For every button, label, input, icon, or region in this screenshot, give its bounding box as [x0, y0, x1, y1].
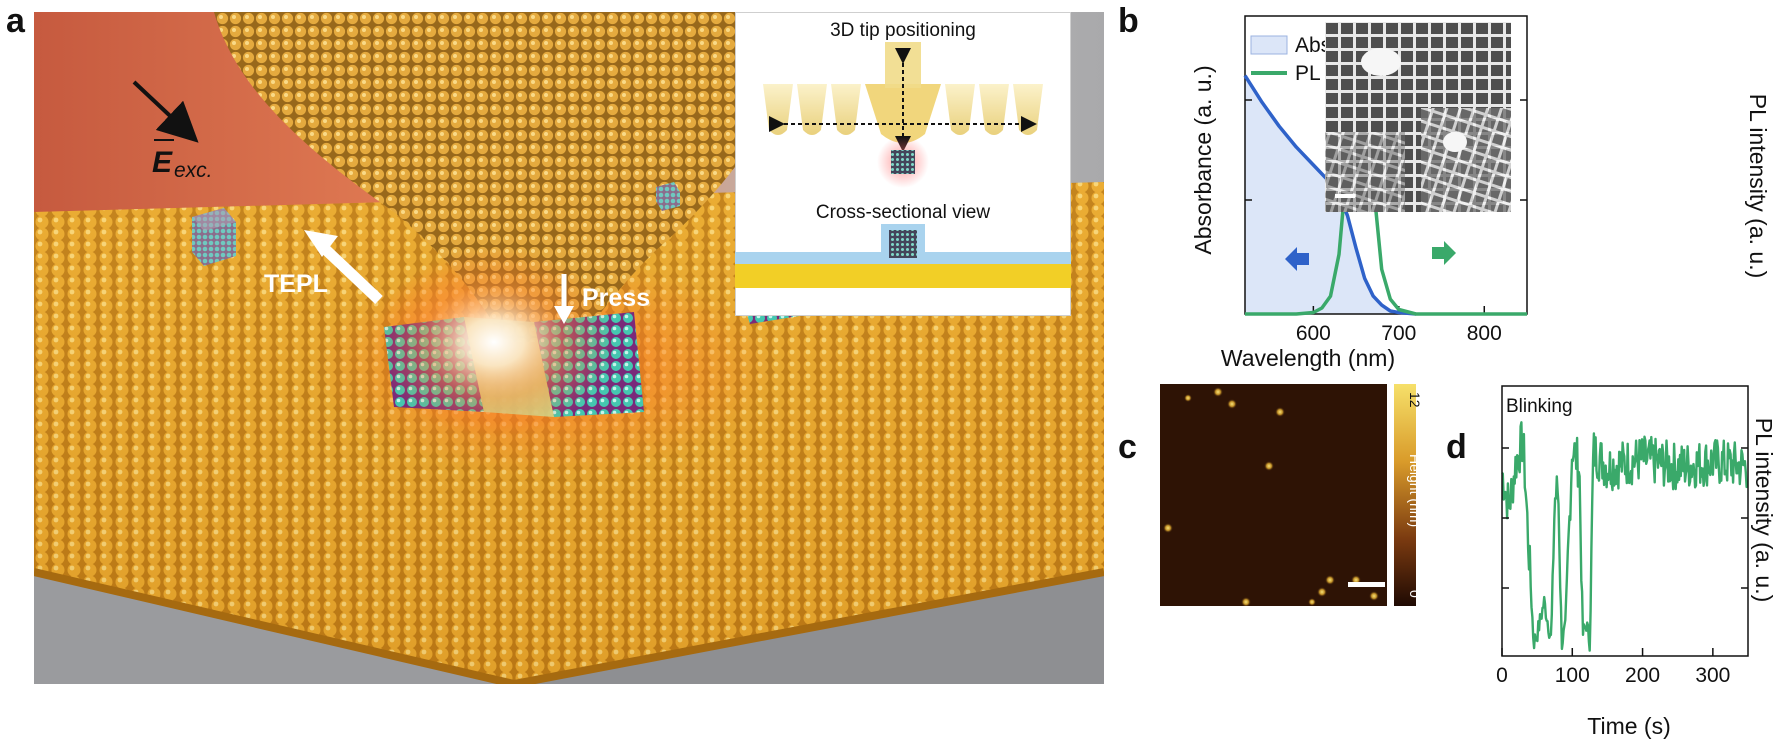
panel-letter-c: c [1118, 428, 1137, 466]
absorption-line [1243, 74, 1417, 316]
d-axes-frame [1501, 385, 1749, 657]
pl-axis-arrow-icon [1432, 241, 1456, 265]
panel-d-chart: 0 100 200 300 Blinking Time (s) PL intensit… [1496, 385, 1776, 739]
panel-letter-a: a [6, 2, 25, 40]
d-ylabel: PL intensity (a. u.) [1751, 418, 1776, 603]
b-xtick-label-600: 600 [1296, 322, 1331, 345]
b-xtick-label-800: 800 [1467, 322, 1502, 345]
press-arrow [554, 274, 574, 324]
field-label: E [152, 146, 173, 179]
tepl-arrow [304, 230, 383, 304]
d-xtick-label-200: 200 [1625, 664, 1660, 687]
absorbance-axis-arrow-icon [1285, 247, 1309, 271]
b-xtick-label-700: 700 [1381, 322, 1416, 345]
legend-swatch-absorption [1250, 35, 1288, 55]
panel-c-colorbar: 12 Height (nm) 0 [1394, 384, 1423, 606]
b-axes-frame [1244, 15, 1528, 315]
blinking-trace [1501, 421, 1749, 652]
b-ylabel-left: Absorbance (a. u.) [1190, 65, 1216, 254]
colorbar-max: 12 [1407, 392, 1423, 408]
tepl-label: TEPL [264, 270, 328, 298]
d-xtick-label-100: 100 [1555, 664, 1590, 687]
panel-b-tem-image [1325, 22, 1511, 212]
d-xlabel: Time (s) [1587, 713, 1670, 739]
field-subscript: exc. [174, 159, 213, 182]
panel-c-afm [1160, 384, 1330, 606]
inset-title-top: 3D tip positioning [830, 20, 976, 41]
b-ylabel-right: PL intensity (a. u.) [1745, 94, 1771, 279]
panel-letter-b: b [1118, 2, 1139, 40]
d-plot-area: 0 100 200 300 [1496, 385, 1749, 687]
panel-letter-d: d [1446, 428, 1467, 466]
inset-title-bottom: Cross-sectional view [816, 202, 990, 223]
panel-a-inset: 3D tip positioning Cross-sectional view [735, 12, 1071, 316]
press-label: Press [582, 284, 650, 312]
b-xlabel: Wavelength (nm) [1221, 345, 1395, 371]
d-xtick-label-0: 0 [1496, 664, 1508, 687]
d-xtick-label-300: 300 [1695, 664, 1730, 687]
legend-label-pl: PL [1295, 62, 1321, 85]
colorbar-min: 0 [1407, 590, 1423, 598]
d-title: Blinking [1506, 396, 1573, 417]
afm-scale-bar [1348, 582, 1385, 587]
panel-c-afm-right [1330, 384, 1387, 606]
svg-text:→: → [171, 127, 179, 136]
colorbar-label: Height (nm) [1407, 454, 1423, 527]
